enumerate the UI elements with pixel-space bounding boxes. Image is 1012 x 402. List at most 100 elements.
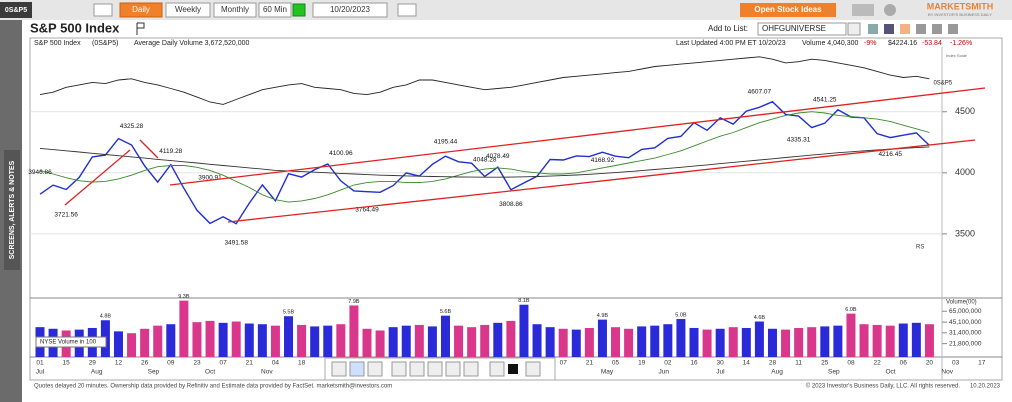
x-day-label: 06 xyxy=(900,360,908,367)
interval: 60 Min xyxy=(263,5,287,14)
volume-bar xyxy=(257,324,267,357)
tool-button[interactable] xyxy=(349,361,365,377)
volume-bar xyxy=(454,325,464,357)
series-line xyxy=(39,146,930,178)
dropdown[interactable] xyxy=(847,22,861,36)
volume-bar xyxy=(270,325,280,357)
icon[interactable] xyxy=(884,24,894,34)
x-month-label: Nov xyxy=(941,369,953,376)
trend-line xyxy=(64,149,131,206)
price-label: 4048.28 xyxy=(473,157,497,164)
volume-label: 5.6B xyxy=(440,309,452,315)
info-price: $4224.16 xyxy=(888,40,917,47)
tool-button[interactable] xyxy=(331,361,347,377)
y-tick-label: 45,100,000 xyxy=(949,319,982,326)
icon[interactable] xyxy=(932,24,942,34)
price-label: 4541.25 xyxy=(813,96,837,103)
x-day-label: 26 xyxy=(141,360,149,367)
volume-bar xyxy=(179,300,189,357)
price-label: 3900.91 xyxy=(198,175,222,182)
icon[interactable] xyxy=(852,4,874,16)
footer-date: 10.20.2023 xyxy=(970,384,1001,390)
color-button[interactable] xyxy=(508,364,518,374)
x-day-label: 28 xyxy=(769,360,777,367)
volume-bar xyxy=(728,327,738,357)
price-label: 4216.45 xyxy=(878,151,902,158)
volume-bar xyxy=(401,325,411,357)
icon[interactable] xyxy=(868,24,878,34)
volume-label: 5.5B xyxy=(283,310,295,316)
volume-bar xyxy=(231,321,241,357)
info-volume: Volume 4,040,300 xyxy=(802,40,859,47)
price-label: 3721.56 xyxy=(54,212,78,219)
flag-icon[interactable] xyxy=(136,22,145,35)
add-to-list: Add to List: xyxy=(708,24,748,33)
volume-bar xyxy=(493,322,503,357)
dropdown[interactable] xyxy=(397,3,417,17)
tool-button[interactable] xyxy=(409,361,425,377)
footer-right: © 2023 Investor's Business Daily, LLC. A… xyxy=(806,383,961,390)
period-button[interactable] xyxy=(165,2,211,18)
tool-button[interactable] xyxy=(525,361,541,377)
series-line xyxy=(39,56,930,105)
x-day-label: 08 xyxy=(847,360,855,367)
go-button[interactable] xyxy=(292,3,306,17)
tool-button[interactable] xyxy=(489,361,505,377)
period-button[interactable] xyxy=(119,2,163,18)
tool-button[interactable] xyxy=(445,361,461,377)
volume-bar xyxy=(859,324,869,357)
ideas-label: Open Stock Ideas xyxy=(754,5,822,14)
dropdown[interactable] xyxy=(93,3,113,17)
icon[interactable] xyxy=(916,24,926,34)
settings-icon[interactable] xyxy=(884,4,896,16)
side-tab[interactable] xyxy=(4,150,20,270)
x-day-label: 18 xyxy=(298,360,306,367)
series-line xyxy=(39,100,930,225)
info-volume-change: -9% xyxy=(864,40,876,47)
x-month-label: Aug xyxy=(771,369,783,376)
volume-bar xyxy=(349,305,359,357)
info-change: -53.84 xyxy=(922,40,942,47)
x-day-label: 07 xyxy=(220,360,228,367)
x-month-label: May xyxy=(601,369,614,376)
price-label: 4168.92 xyxy=(591,157,615,164)
date-box[interactable] xyxy=(312,2,388,18)
symbol-box[interactable] xyxy=(0,2,32,18)
volume-bar xyxy=(218,322,228,357)
tool-button[interactable] xyxy=(463,361,479,377)
icon[interactable] xyxy=(948,24,958,34)
volume-bar xyxy=(754,321,764,357)
tool-button[interactable] xyxy=(391,361,407,377)
volume-label: 5.0B xyxy=(675,312,687,318)
volume-bar xyxy=(519,304,529,357)
list-name: OHFGUNIVERSE xyxy=(762,24,826,33)
price-label: 4078.49 xyxy=(486,153,510,160)
volume-bar xyxy=(702,329,712,357)
tool-button[interactable] xyxy=(427,361,443,377)
x-day-label: 16 xyxy=(690,360,698,367)
x-month-label: Jul xyxy=(36,369,45,376)
tool-button[interactable] xyxy=(367,361,383,377)
y-tick-label: 3500 xyxy=(955,228,975,238)
icon[interactable] xyxy=(900,24,910,34)
volume-bar xyxy=(310,326,320,357)
volume-bar xyxy=(375,330,385,357)
info-symbol: (0S&P5) xyxy=(92,40,118,47)
volume-label: 6.0B xyxy=(845,307,857,313)
volume-bar xyxy=(885,325,895,357)
info-change-pct: -1.26% xyxy=(950,40,972,47)
x-month-label: Jun xyxy=(658,369,669,376)
volume-bar xyxy=(637,326,647,357)
y-tick-label: 4000 xyxy=(955,167,975,177)
ideas-button[interactable] xyxy=(740,3,836,17)
price-label: 4195.44 xyxy=(434,139,458,146)
symbol: 0S&P5 xyxy=(5,7,27,14)
interval-select[interactable] xyxy=(258,2,292,18)
period-label: Daily xyxy=(132,5,150,14)
volume-bar xyxy=(611,327,621,357)
volume-bar xyxy=(911,322,921,357)
series-line xyxy=(39,111,930,203)
price-label: 4325.28 xyxy=(120,123,144,130)
period-button[interactable] xyxy=(213,2,257,18)
list-select[interactable] xyxy=(757,22,847,36)
